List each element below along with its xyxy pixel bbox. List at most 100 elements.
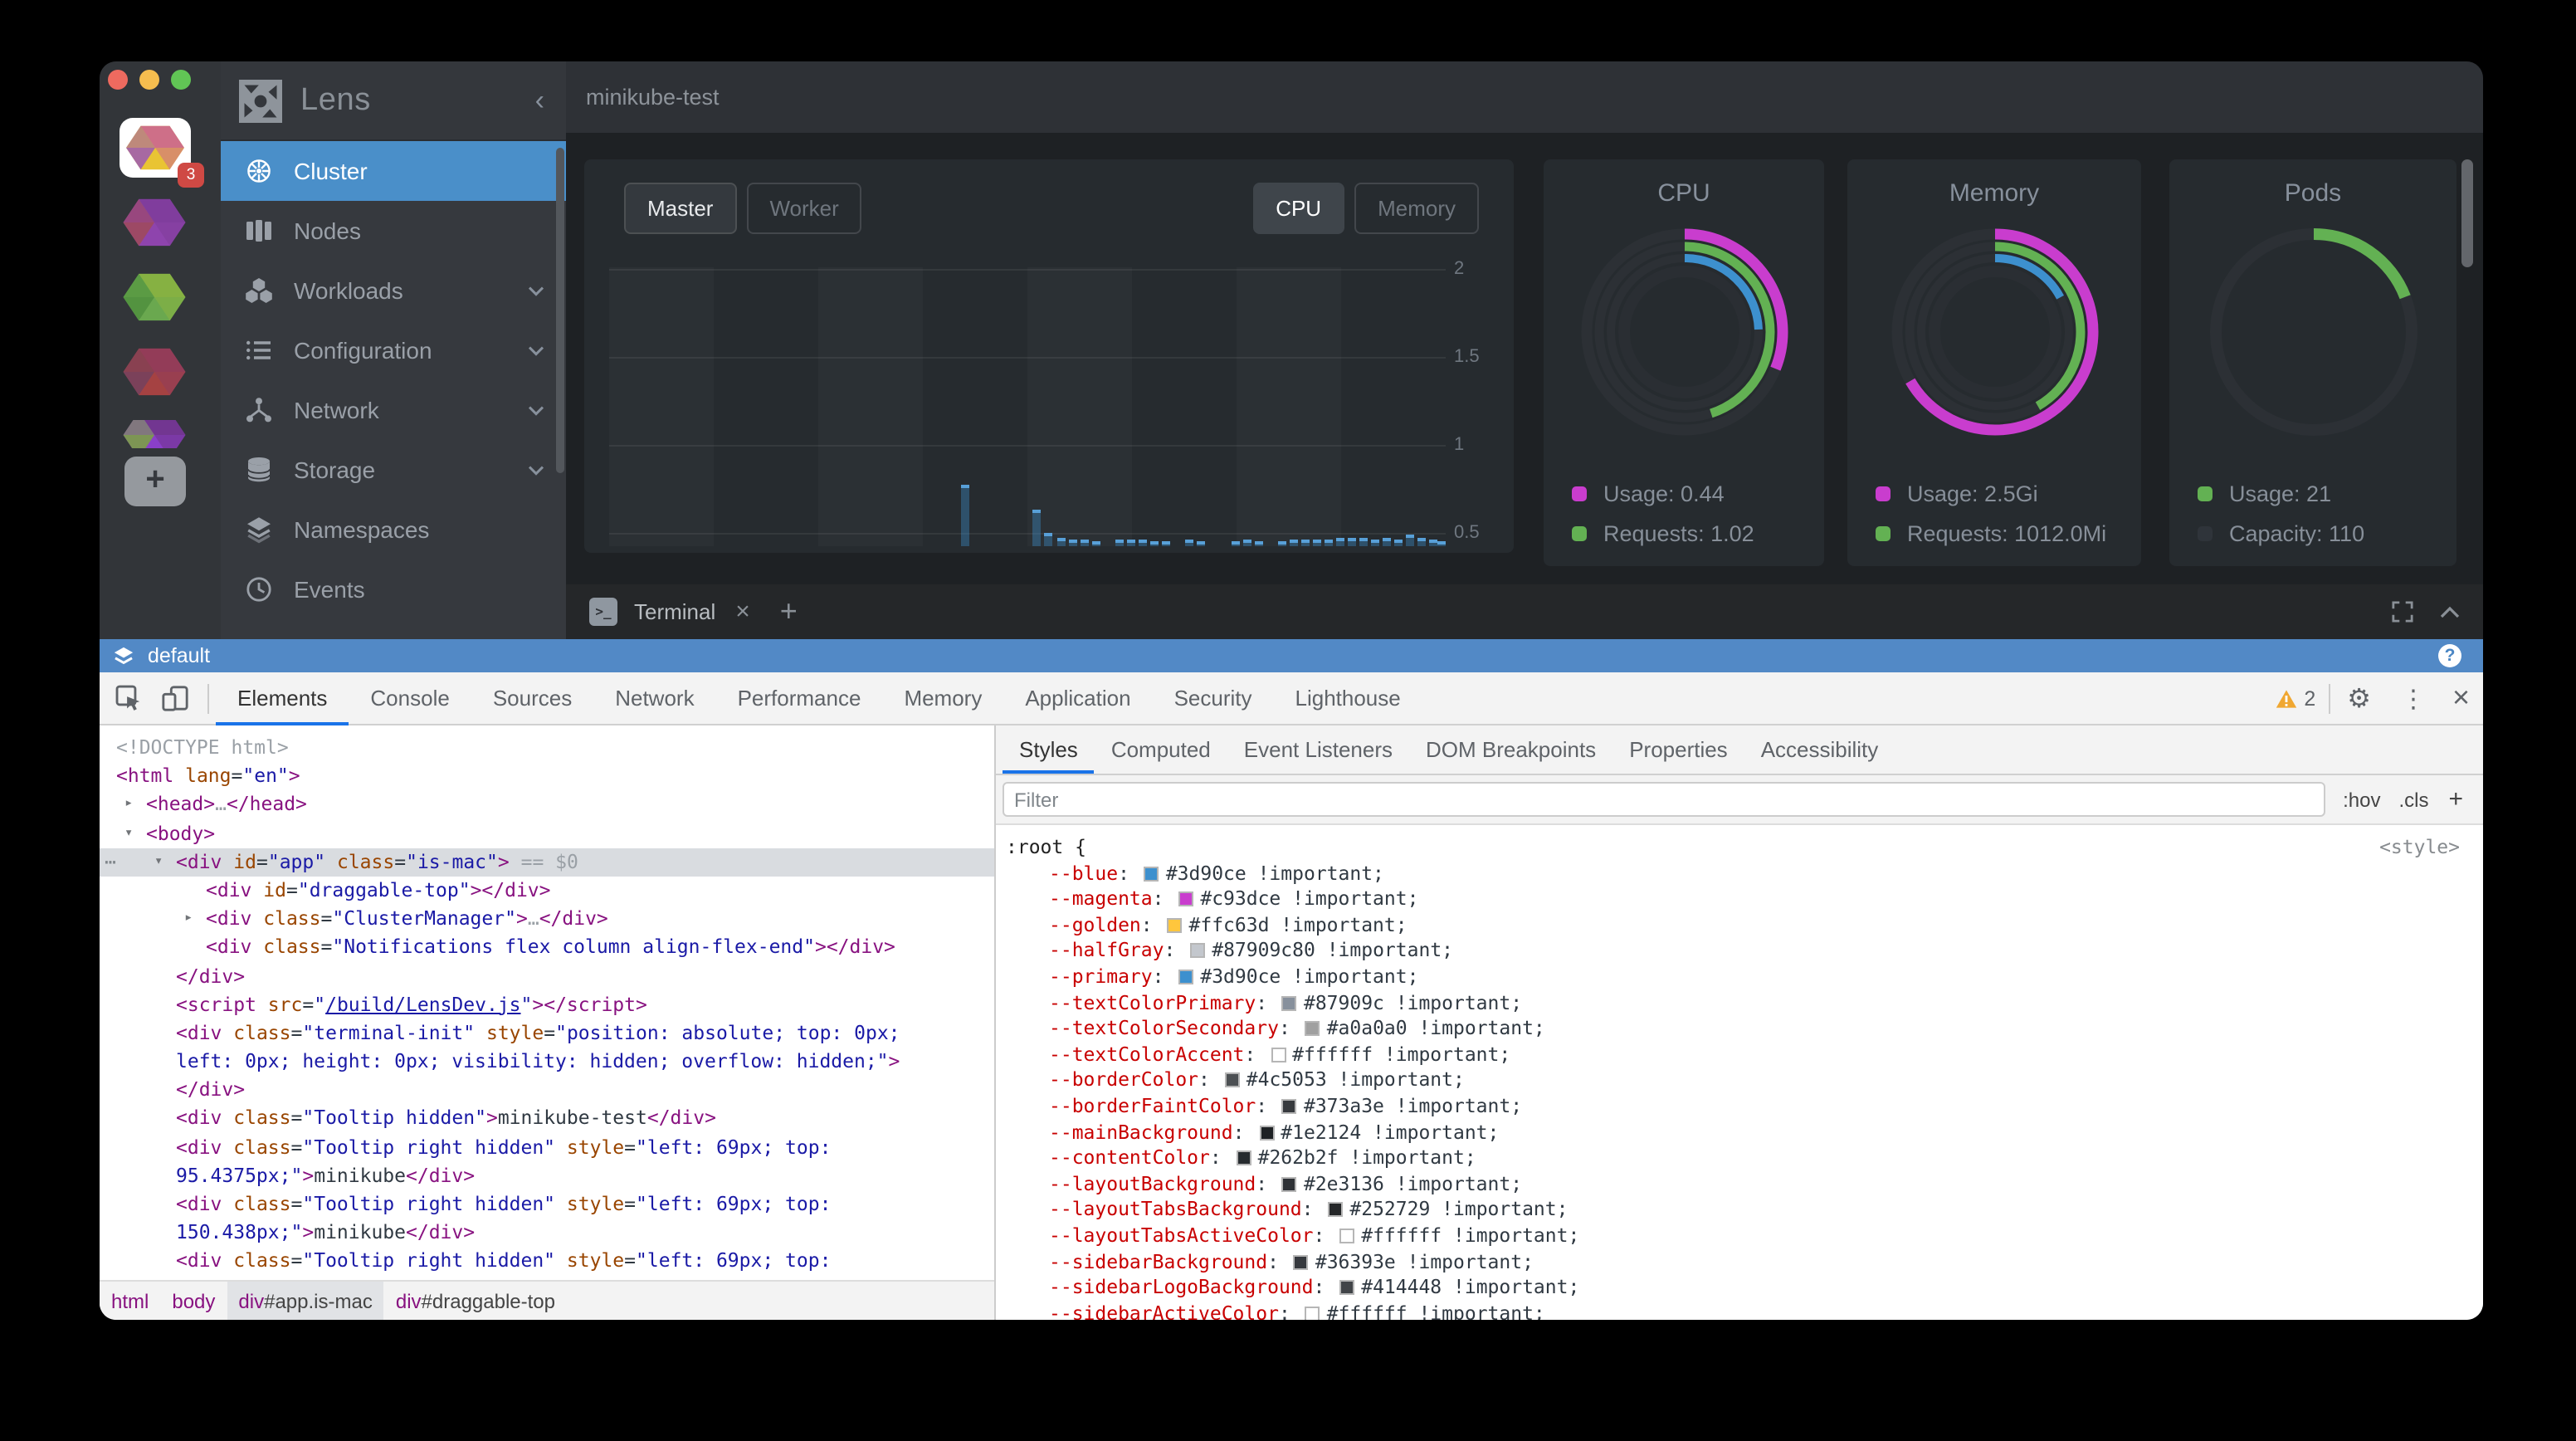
dom-tree[interactable]: <!DOCTYPE html> <html lang="en"> ▸ <head>…<… xyxy=(100,725,994,1280)
css-variable-contentColor[interactable]: --contentColor: #262b2f !important; xyxy=(1049,1145,1476,1170)
color-swatch[interactable] xyxy=(1259,1125,1275,1141)
node-tab-master-button[interactable]: Master xyxy=(624,183,737,234)
color-swatch[interactable] xyxy=(1236,1150,1251,1166)
breadcrumb-html[interactable]: html xyxy=(111,1289,149,1312)
color-swatch[interactable] xyxy=(1271,1047,1286,1062)
metric-tab-memory-button[interactable]: Memory xyxy=(1354,183,1479,234)
sidebar-item-events[interactable]: Events xyxy=(221,559,566,619)
sidebar-item-cluster[interactable]: Cluster xyxy=(221,141,566,201)
css-variable-borderFaintColor[interactable]: --borderFaintColor: #373a3e !important; xyxy=(1049,1093,1523,1117)
devtools-tab-lighthouse[interactable]: Lighthouse xyxy=(1295,685,1401,710)
sidebar-item-configuration[interactable]: Configuration xyxy=(221,320,566,380)
devtools-menu-icon[interactable]: ⋮ xyxy=(2400,685,2426,713)
cluster-icon-cluster-green[interactable] xyxy=(123,272,186,322)
devtools-tab-network[interactable]: Network xyxy=(615,685,695,710)
css-variable-textColorAccent[interactable]: --textColorAccent: #ffffff !important; xyxy=(1049,1042,1511,1066)
devtools-close-icon[interactable]: × xyxy=(2452,681,2470,714)
node-tab-worker-button[interactable]: Worker xyxy=(746,183,862,234)
sidebar-item-network[interactable]: Network xyxy=(221,380,566,440)
css-variable-sidebarBackground[interactable]: --sidebarBackground: #36393e !important; xyxy=(1049,1249,1534,1272)
style-source-link[interactable]: <style> xyxy=(2379,835,2460,858)
expand-node-icon[interactable]: ▸ xyxy=(184,910,193,927)
expand-node-icon[interactable]: ▸ xyxy=(124,795,134,813)
color-swatch[interactable] xyxy=(1224,1072,1240,1088)
close-window-button[interactable] xyxy=(108,70,128,90)
device-toolbar-icon[interactable] xyxy=(159,684,191,712)
css-variable-textColorSecondary[interactable]: --textColorSecondary: #a0a0a0 !important… xyxy=(1049,1016,1545,1040)
add-cluster-button[interactable]: + xyxy=(124,457,186,506)
css-variable-layoutBackground[interactable]: --layoutBackground: #2e3136 !important; xyxy=(1049,1171,1523,1195)
metric-tab-cpu-button[interactable]: CPU xyxy=(1252,183,1345,234)
dom-tree-node[interactable]: ▸ <head>…</head> xyxy=(100,791,994,819)
zoom-window-button[interactable] xyxy=(171,70,191,90)
dom-tree-node[interactable]: </div> xyxy=(176,1077,246,1102)
help-icon[interactable]: ? xyxy=(2438,644,2461,667)
css-variable-blue[interactable]: --blue: #3d90ce !important; xyxy=(1049,861,1384,885)
css-variable-golden[interactable]: --golden: #ffc63d !important; xyxy=(1049,912,1408,936)
css-variable-primary[interactable]: --primary: #3d90ce !important; xyxy=(1049,964,1419,988)
dom-tree-node[interactable]: <div class="Tooltip right hidden" style=… xyxy=(176,1192,832,1215)
dom-tree-node[interactable]: <div id="draggable-top"></div> xyxy=(206,877,551,901)
css-rules[interactable]: :root { <style> --blue: #3d90ce !importa… xyxy=(996,825,2483,1320)
dom-tree-node[interactable]: <div class="Tooltip right hidden" style=… xyxy=(176,1248,832,1272)
dom-tree-node[interactable]: <script src="/build/LensDev.js"></script… xyxy=(176,992,647,1016)
breadcrumb-div#app.is-mac[interactable]: div #app.is-mac xyxy=(227,1281,384,1320)
color-swatch[interactable] xyxy=(1281,995,1297,1011)
styles-tab-accessibility[interactable]: Accessibility xyxy=(1760,737,1879,762)
css-variable-textColorPrimary[interactable]: --textColorPrimary: #87909c !important; xyxy=(1049,990,1523,1014)
dom-tree-node[interactable]: left: 0px; height: 0px; visibility: hidd… xyxy=(176,1049,900,1073)
collapse-node-icon[interactable]: ▾ xyxy=(154,852,163,870)
collapse-node-icon[interactable]: ▾ xyxy=(124,824,134,842)
css-variable-halfGray[interactable]: --halfGray: #87909c80 !important; xyxy=(1049,938,1454,962)
styles-tab-dom-breakpoints[interactable]: DOM Breakpoints xyxy=(1426,737,1597,762)
dom-tree-node[interactable]: <div class="Notifications flex column al… xyxy=(206,935,895,959)
breadcrumb-div#draggable-top[interactable]: div #draggable-top xyxy=(395,1289,555,1312)
color-swatch[interactable] xyxy=(1293,1254,1309,1269)
dom-tree-node[interactable]: <div class="Tooltip right hidden" style=… xyxy=(176,1135,832,1159)
devtools-tab-performance[interactable]: Performance xyxy=(737,685,861,710)
devtools-tab-application[interactable]: Application xyxy=(1025,685,1131,710)
collapse-dock-icon[interactable] xyxy=(2440,605,2460,618)
color-swatch[interactable] xyxy=(1167,917,1183,933)
sidebar-scrollbar[interactable] xyxy=(556,148,564,473)
styles-tab-event-listeners[interactable]: Event Listeners xyxy=(1243,737,1393,762)
dom-tree-node[interactable]: 95.4375px;">minikube</div> xyxy=(176,1163,476,1187)
sidebar-item-storage[interactable]: Storage xyxy=(221,440,566,500)
chevron-down-icon[interactable] xyxy=(528,285,544,296)
dom-tree-node[interactable]: <div class="terminal-init" style="positi… xyxy=(176,1020,900,1044)
color-swatch[interactable] xyxy=(1178,969,1194,984)
dom-tree-node[interactable]: <html lang="en"> xyxy=(116,764,300,788)
dom-tree-node[interactable]: <!DOCTYPE html> xyxy=(116,735,289,759)
terminal-tab[interactable]: Terminal xyxy=(634,599,716,624)
dom-tree-node[interactable]: </div> xyxy=(176,964,246,987)
devtools-tab-memory[interactable]: Memory xyxy=(904,685,983,710)
css-variable-sidebarLogoBackground[interactable]: --sidebarLogoBackground: #414448 !import… xyxy=(1049,1275,1580,1299)
dom-tree-node[interactable]: ▸ <div class="ClusterManager">…</div> xyxy=(100,905,994,933)
color-swatch[interactable] xyxy=(1305,1021,1320,1037)
new-terminal-button[interactable]: + xyxy=(779,594,798,628)
dom-tree-node[interactable]: <div class="Tooltip hidden">minikube-tes… xyxy=(176,1106,716,1130)
color-swatch[interactable] xyxy=(1339,1228,1355,1243)
chevron-down-icon[interactable] xyxy=(528,344,544,356)
sidebar-item-workloads[interactable]: Workloads xyxy=(221,261,566,320)
css-variable-mainBackground[interactable]: --mainBackground: #1e2124 !important; xyxy=(1049,1120,1500,1144)
chevron-down-icon[interactable] xyxy=(528,464,544,476)
styles-tab-computed[interactable]: Computed xyxy=(1110,737,1211,762)
color-swatch[interactable] xyxy=(1144,866,1159,882)
minimize-window-button[interactable] xyxy=(139,70,159,90)
cluster-icon-cluster-purple[interactable] xyxy=(123,198,186,247)
sidebar-item-namespaces[interactable]: Namespaces xyxy=(221,500,566,559)
css-variable-layoutTabsActiveColor[interactable]: --layoutTabsActiveColor: #ffffff !import… xyxy=(1049,1223,1580,1247)
devtools-settings-icon[interactable]: ⚙ xyxy=(2347,685,2371,713)
css-variable-sidebarActiveColor[interactable]: --sidebarActiveColor: #ffffff !important… xyxy=(1049,1301,1545,1320)
css-variable-magenta[interactable]: --magenta: #c93dce !important; xyxy=(1049,887,1419,911)
cluster-icon-cluster-red[interactable] xyxy=(123,347,186,397)
console-warnings-badge[interactable]: 2 xyxy=(2276,686,2315,710)
sidebar-item-nodes[interactable]: Nodes xyxy=(221,201,566,261)
new-style-rule-button[interactable]: + xyxy=(2448,785,2463,813)
close-terminal-icon[interactable]: × xyxy=(735,598,750,626)
dom-tree-node[interactable]: ▾ <body> xyxy=(100,819,994,848)
styles-filter-input[interactable] xyxy=(1003,782,2325,817)
element-classes-button[interactable]: .cls xyxy=(2398,788,2429,811)
cluster-icon-cluster-purple-2[interactable] xyxy=(123,420,186,448)
